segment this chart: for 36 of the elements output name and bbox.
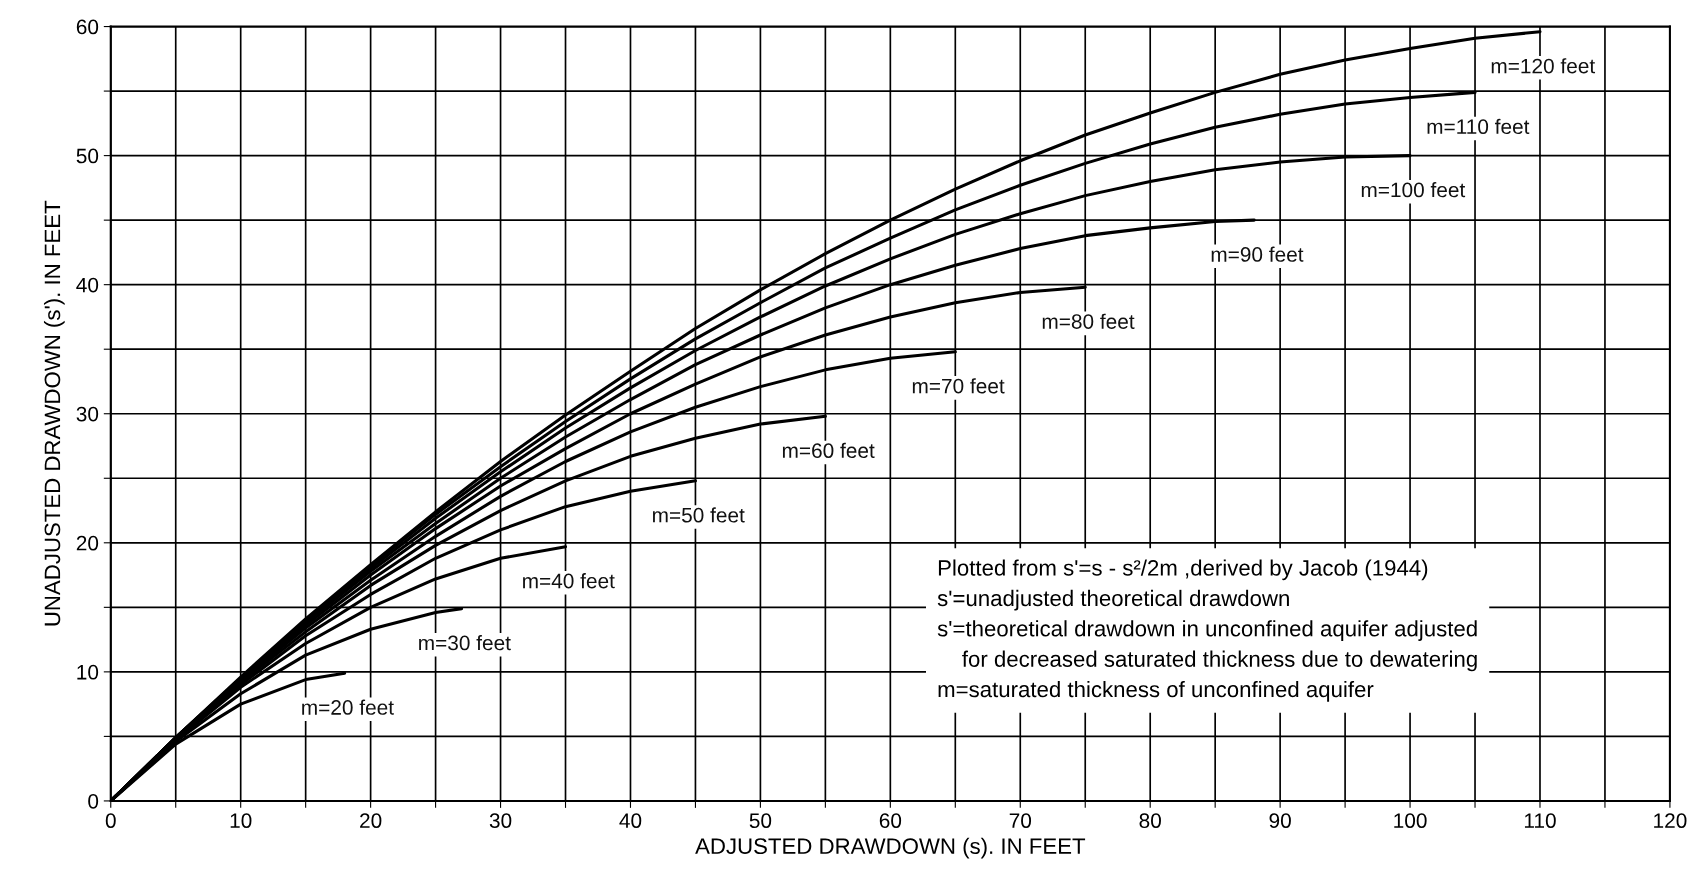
x-tick-label: 120 — [1654, 813, 1687, 829]
series-label: m=60 feet — [782, 442, 875, 459]
x-tick-label: 50 — [749, 813, 772, 829]
y-tick-label: 60 — [76, 19, 99, 35]
series-label: m=120 feet — [1491, 58, 1596, 74]
series-label: m=80 feet — [1042, 313, 1135, 329]
x-tick-label: 80 — [1139, 813, 1161, 829]
series-label: m=50 feet — [652, 507, 745, 523]
series-label: m=100 feet — [1361, 182, 1466, 198]
y-axis-title: UNADJUSTED DRAWDOWN (s'). IN FEET — [43, 200, 65, 626]
y-tick-label: 10 — [77, 664, 99, 680]
x-tick-label: 0 — [105, 813, 116, 829]
x-axis-title: ADJUSTED DRAWDOWN (s). IN FEET — [695, 837, 1086, 859]
series-label: m=20 feet — [302, 699, 394, 715]
y-tick-label: 50 — [76, 148, 99, 164]
y-tick-label: 20 — [76, 535, 99, 551]
y-tick-label: 0 — [88, 793, 99, 809]
series-label: m=40 feet — [523, 573, 615, 589]
y-tick-label: 40 — [76, 277, 99, 293]
x-tick-label: 90 — [1269, 813, 1291, 829]
x-tick-label: 30 — [489, 813, 512, 829]
annotation: s'=unadjusted theoretical drawdown — [937, 589, 1289, 611]
y-tick-label: 30 — [76, 406, 99, 422]
x-tick-label: 20 — [360, 813, 382, 829]
x-tick-label: 60 — [879, 813, 902, 829]
x-tick-label: 100 — [1394, 813, 1427, 829]
x-tick-label: 10 — [230, 813, 252, 829]
series-label: m=30 feet — [419, 635, 511, 651]
annotation: Plotted from s'=s - s²/2m ,derived by Jacob (1944) — [938, 559, 1428, 581]
x-tick-label: 70 — [1009, 813, 1032, 829]
series-label: m=70 feet — [912, 378, 1005, 394]
x-tick-label: 40 — [619, 813, 642, 829]
annotation: m=saturated thickness of unconfined aquifer — [938, 680, 1374, 702]
x-tick-label: 110 — [1524, 813, 1556, 829]
series-label: m=110 feet — [1427, 118, 1530, 135]
series-label: m=90 feet — [1211, 246, 1304, 262]
